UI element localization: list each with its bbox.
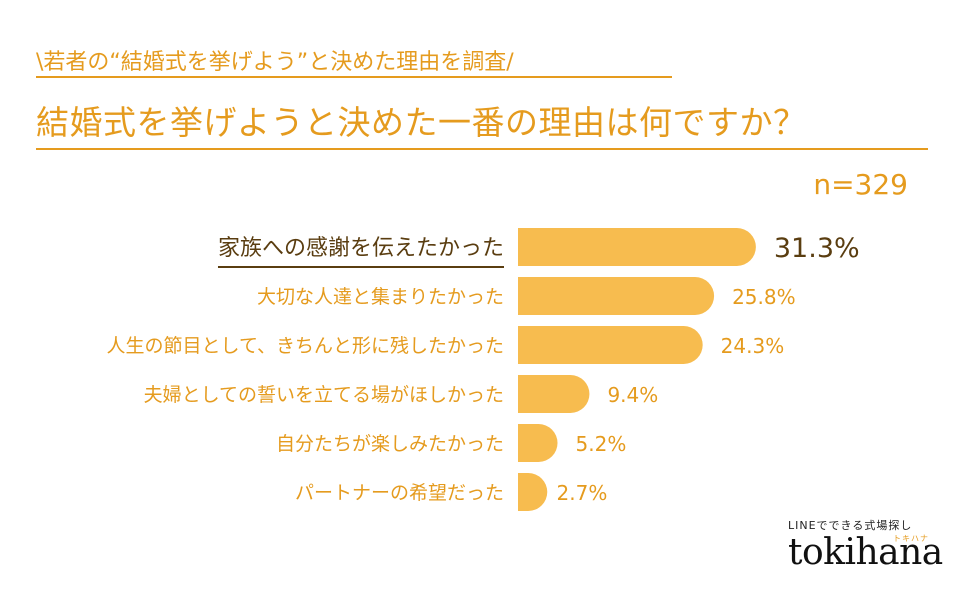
bar-5 [518, 473, 548, 511]
value-label-1: 25.8% [732, 285, 796, 309]
title-underline [36, 148, 928, 150]
highlight-underline [217, 266, 504, 268]
bar-4 [518, 424, 558, 462]
category-label-0: 家族への感謝を伝えたかった [218, 236, 504, 261]
value-label-4: 5.2% [576, 432, 627, 456]
category-label-2: 人生の節目として、きちんと形に残したかった [107, 335, 504, 357]
category-label-5: パートナーの希望だった [295, 482, 504, 504]
bar-0 [518, 228, 756, 266]
bar-2 [518, 326, 703, 364]
value-label-0: 31.3% [774, 233, 860, 264]
value-label-5: 2.7% [557, 481, 608, 505]
value-label-2: 24.3% [721, 334, 785, 358]
category-label-3: 夫婦としての誓いを立てる場がほしかった [144, 384, 504, 406]
brand-logo: tokihana [788, 532, 943, 573]
sample-size: n=329 [813, 168, 908, 201]
category-label-1: 大切な人達と集まりたかった [257, 286, 504, 308]
subtitle-underline [36, 76, 672, 78]
brand-tagline: LINEでできる式場探し [788, 519, 913, 532]
bar-1 [518, 277, 715, 315]
bar-3 [518, 375, 590, 413]
survey-subtitle: \若者の“結婚式を挙げよう”と決めた理由を調査/ [36, 50, 514, 75]
chart-title: 結婚式を挙げようと決めた一番の理由は何ですか？ [36, 103, 807, 142]
brand-kana: トキハナ [893, 534, 929, 543]
category-label-4: 自分たちが楽しみたかった [276, 433, 504, 455]
value-label-3: 9.4% [607, 383, 658, 407]
